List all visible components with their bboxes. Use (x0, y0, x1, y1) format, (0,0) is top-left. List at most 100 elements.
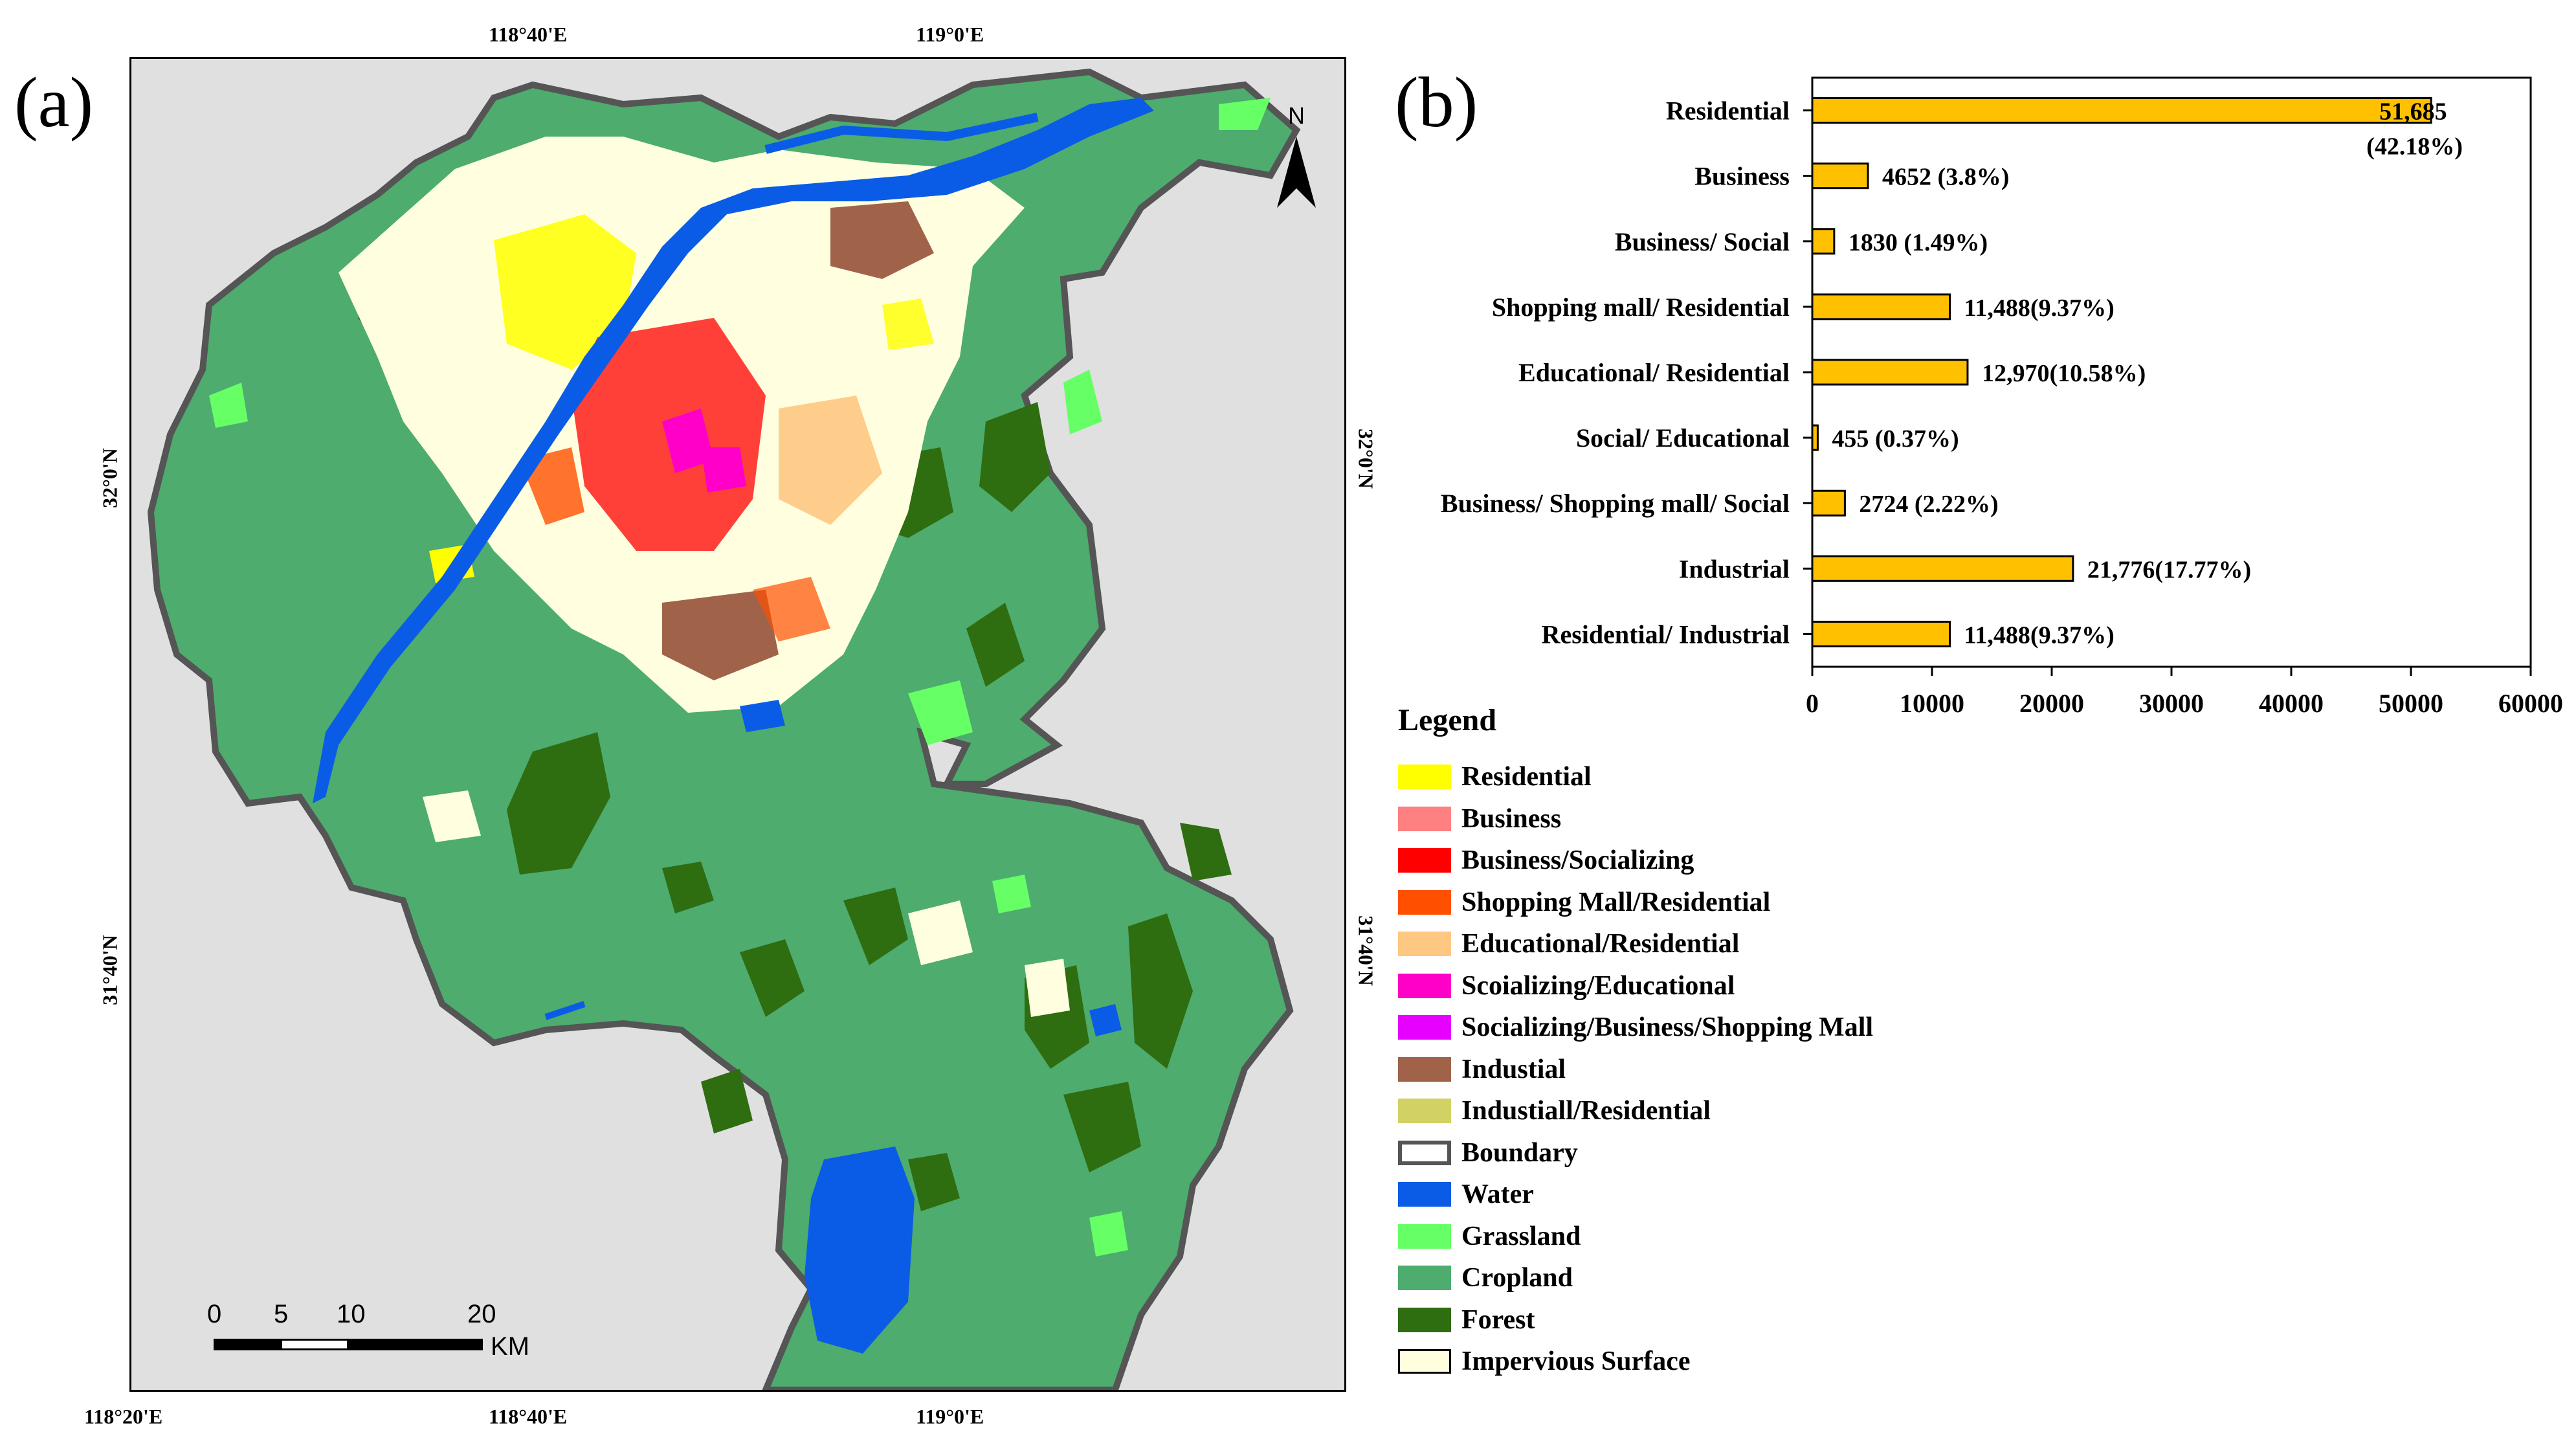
lake (805, 1146, 915, 1354)
legend-item: Water (1398, 1175, 1534, 1214)
chart-category-label: Social/ Educational (1576, 423, 1790, 452)
chart-x-tick-label: 10000 (1900, 689, 1964, 718)
chart-category-label: Business/ Social (1615, 227, 1790, 256)
chart-data-label: 12,970(10.58%) (1982, 360, 2146, 387)
chart-bar (1811, 162, 1869, 190)
panel-label-b: (b) (1395, 63, 1478, 142)
legend-swatch (1398, 1349, 1451, 1374)
chart-data-label: 1830 (1.49%) (1849, 229, 1988, 256)
coord-top-1: 118°40'E (489, 23, 568, 46)
legend-label: Business/Socializing (1461, 845, 1694, 875)
legend-swatch (1398, 932, 1451, 956)
legend-swatch (1398, 973, 1451, 998)
chart-category-label: Residential (1666, 96, 1790, 126)
north-label: N (1288, 102, 1305, 129)
legend-item: Shopping Mall/Residential (1398, 883, 1770, 922)
legend-label: Scoializing/Educational (1461, 970, 1735, 1001)
land-use-bar-chart: Residential 51,685 (42.18%) Business 4652 (3… (1441, 76, 2563, 718)
legend-swatch (1398, 848, 1451, 873)
legend-swatch (1398, 1099, 1451, 1123)
legend-label: Socializing/Business/Shopping Mall (1461, 1012, 1874, 1042)
legend-swatch (1398, 1223, 1451, 1249)
chart-bar (1811, 555, 2074, 582)
scale-label-5: 5 (274, 1300, 289, 1328)
chart-bar (1811, 97, 2432, 124)
legend-label: Educational/Residential (1461, 929, 1740, 959)
legend-label: Shopping Mall/Residential (1461, 887, 1771, 917)
legend-label: Industiall/Residential (1461, 1096, 1711, 1126)
coord-top-2: 119°0'E (916, 23, 984, 46)
coord-bottom-3: 119°0'E (916, 1405, 984, 1428)
chart-x-tick-label: 50000 (2379, 689, 2443, 718)
legend-title: Legend (1398, 703, 1497, 737)
legend-item: Forest (1398, 1301, 1535, 1339)
chart-x-tick-label: 40000 (2259, 689, 2324, 718)
chart-x-tick-label: 30000 (2139, 689, 2204, 718)
legend-item: Residential (1398, 757, 1592, 796)
chart-bar (1811, 293, 1951, 320)
north-arrow: N (1277, 102, 1316, 208)
legend-label: Grassland (1461, 1221, 1581, 1251)
legend-swatch (1398, 889, 1451, 915)
chart-bar (1811, 359, 1969, 386)
legend-swatch (1398, 765, 1451, 789)
legend-label: Cropland (1461, 1263, 1573, 1293)
legend-swatch (1398, 1266, 1451, 1290)
legend-swatch (1398, 1140, 1451, 1165)
legend-swatch (1398, 1307, 1451, 1332)
chart-category-label: Residential/ Industrial (1542, 620, 1790, 649)
legend-item: Industiall/Residential (1398, 1091, 1711, 1130)
chart-category-label: Shopping mall/ Residential (1492, 293, 1790, 322)
legend-item: Grassland (1398, 1217, 1581, 1256)
legend-label: Residential (1461, 762, 1592, 792)
chart-data-label: 51,685 (2379, 98, 2447, 126)
chart-bar (1811, 228, 1836, 255)
coord-right-2: 31°40'N (1354, 915, 1378, 986)
scale-label-0: 0 (207, 1300, 222, 1328)
chart-x-tick-label: 0 (1806, 689, 1819, 718)
coord-bottom-1: 118°20'E (84, 1405, 163, 1428)
chart-data-label: 2724 (2.22%) (1859, 491, 1998, 518)
legend-label: Industial (1461, 1054, 1566, 1084)
chart-category-label: Industrial (1679, 554, 1790, 583)
coord-bottom-2: 118°40'E (489, 1405, 568, 1428)
chart-data-label: 11,488(9.37%) (1964, 295, 2115, 322)
legend-label: Impervious Surface (1461, 1346, 1691, 1376)
legend-label: Water (1461, 1179, 1534, 1209)
scale-seg-2 (280, 1339, 349, 1350)
coord-left-2: 31°40'N (98, 935, 122, 1005)
legend-label: Business (1461, 803, 1562, 834)
chart-bar (1811, 620, 1951, 647)
legend-item: Scoializing/Educational (1398, 966, 1735, 1005)
chart-data-label: 21,776(17.77%) (2087, 556, 2251, 583)
chart-category-label: Business (1694, 162, 1790, 191)
grassland-patches (209, 98, 1271, 1257)
chart-category-label: Educational/ Residential (1518, 358, 1790, 387)
legend-item: Business/Socializing (1398, 841, 1694, 880)
scale-unit: KM (491, 1332, 529, 1361)
legend-item: Socializing/Business/Shopping Mall (1398, 1008, 1873, 1047)
chart-x-tick-label: 60000 (2498, 689, 2563, 718)
chart-data-label-extra: (42.18%) (2366, 133, 2463, 161)
legend-swatch (1398, 1015, 1451, 1040)
legend-item: Cropland (1398, 1258, 1573, 1297)
panel-label-a: (a) (14, 63, 94, 142)
land-use-map: N (129, 57, 1346, 1392)
scale-label-10: 10 (337, 1300, 366, 1328)
scale-seg-3 (347, 1339, 483, 1350)
chart-bar (1811, 424, 1819, 451)
land-use-map-svg: N (147, 68, 1316, 1390)
chart-x-tick-label: 20000 (2019, 689, 2084, 718)
chart-data-label: 4652 (3.8%) (1882, 164, 2009, 191)
chart-data-label: 11,488(9.37%) (1964, 621, 2115, 649)
legend-swatch (1398, 806, 1451, 831)
legend-swatch (1398, 1056, 1451, 1082)
legend-item: Educational/Residential (1398, 924, 1739, 963)
legend-label: Boundary (1461, 1137, 1578, 1168)
legend-item: Impervious Surface (1398, 1342, 1690, 1381)
chart-data-label: 455 (0.37%) (1832, 425, 1959, 452)
coord-left-1: 32°0'N (98, 448, 122, 508)
chart-bar (1811, 489, 1846, 517)
scale-label-20: 20 (467, 1300, 496, 1328)
legend-swatch (1398, 1182, 1451, 1207)
